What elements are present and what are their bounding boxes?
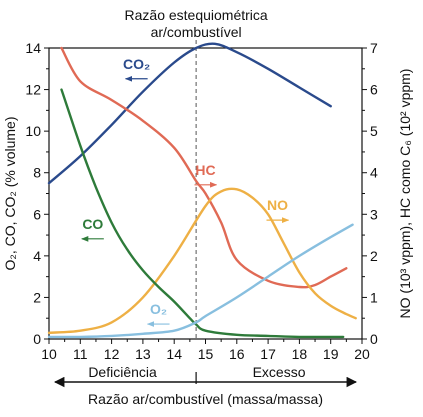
annotation-stoichiometric-line2: ar/combustível	[151, 24, 242, 40]
x-tick-label-13: 13	[135, 346, 151, 362]
x-axis-title: Razão ar/combustível (massa/massa)	[88, 391, 323, 407]
series-line-0	[47, 42, 332, 185]
y-left-tick-label-2: 2	[33, 289, 41, 305]
y-left-tick-label-8: 8	[33, 165, 41, 181]
y-right-tick-label-5: 5	[370, 123, 378, 139]
series-line-3	[60, 88, 345, 339]
x-tick-label-12: 12	[104, 346, 120, 362]
series-label-4: O₂	[150, 301, 167, 317]
y-right-tick-label-3: 3	[370, 206, 378, 222]
x-tick-label-17: 17	[260, 346, 276, 362]
y-right-tick-label-6: 6	[370, 82, 378, 98]
series-line-1	[60, 46, 348, 289]
y-right-tick-label-2: 2	[370, 248, 378, 264]
series-line-2	[47, 187, 357, 334]
x-tick-label-14: 14	[166, 346, 182, 362]
y-left-tick-label-12: 12	[25, 82, 41, 98]
series-label-1: HC	[195, 162, 215, 178]
y-right-tick-label-1: 1	[370, 289, 378, 305]
y-left-tick-label-6: 6	[33, 206, 41, 222]
x-tick-label-11: 11	[73, 346, 88, 362]
y-left-tick-label-14: 14	[25, 40, 41, 56]
y-left-tick-label-4: 4	[33, 248, 41, 264]
y-left-tick-label-10: 10	[25, 123, 41, 139]
series-label-3: CO	[82, 216, 103, 232]
x-tick-label-16: 16	[229, 346, 245, 362]
y-left-tick-label-0: 0	[33, 331, 41, 347]
y-axis-right-title: NO (10³ vppm), HC como C₆ (10² vppm)	[397, 69, 413, 319]
series-label-2: NO	[267, 197, 288, 213]
x-tick-label-18: 18	[292, 346, 308, 362]
y-axis-left-title: O₂, CO, CO₂ (% volume)	[2, 117, 18, 271]
x-tick-label-20: 20	[354, 346, 370, 362]
x-tick-label-15: 15	[198, 346, 214, 362]
annotation-stoichiometric-line1: Razão estequiométrica	[125, 7, 268, 23]
y-right-tick-label-7: 7	[370, 40, 378, 56]
series-line-4	[47, 223, 354, 339]
series-label-0: CO₂	[123, 56, 150, 72]
region-label-deficiency: Deficiência	[88, 364, 157, 380]
region-label-excess: Excesso	[253, 364, 306, 380]
x-tick-label-10: 10	[41, 346, 57, 362]
y-right-tick-label-4: 4	[370, 165, 378, 181]
x-tick-label-19: 19	[323, 346, 339, 362]
y-right-tick-label-0: 0	[370, 331, 378, 347]
